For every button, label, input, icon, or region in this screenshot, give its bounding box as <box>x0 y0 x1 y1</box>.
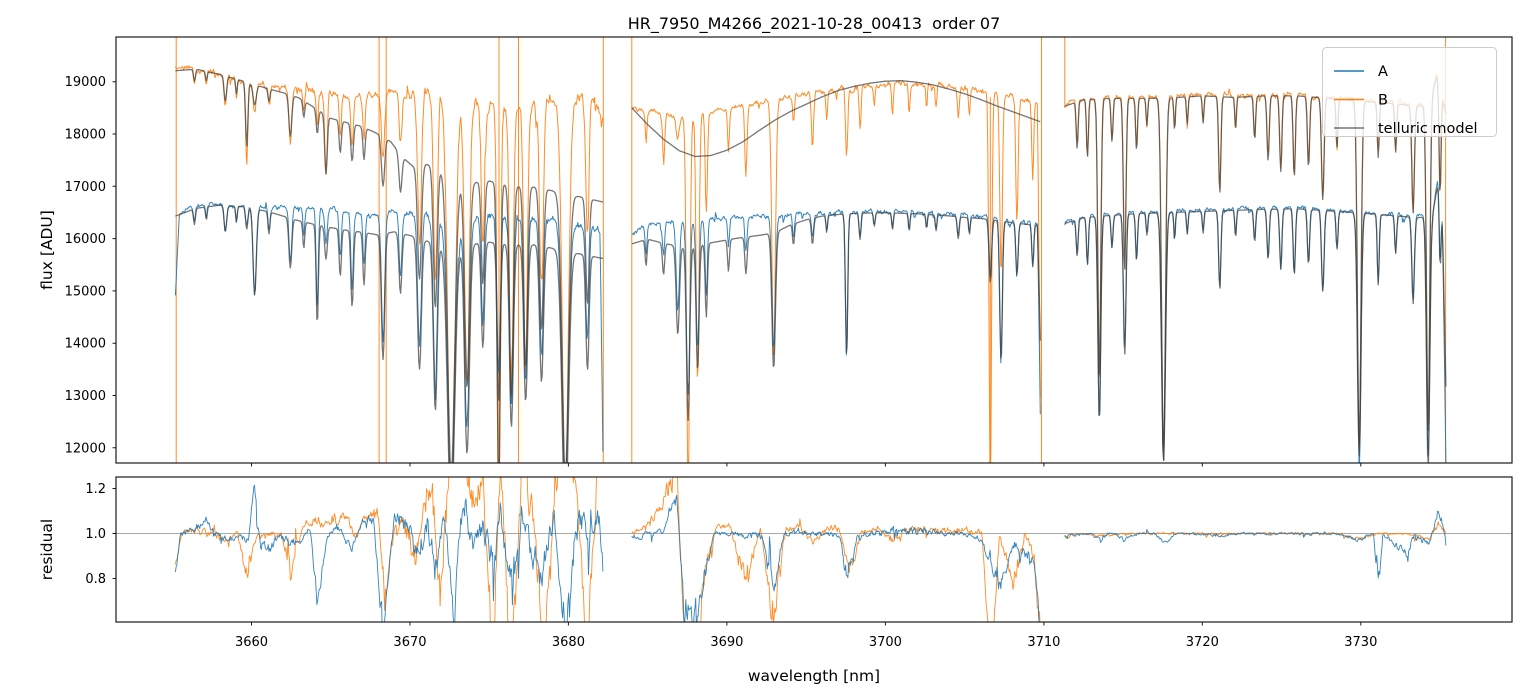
legend-label-B: B <box>1378 93 1388 109</box>
y-tick-label: 1.2 <box>85 482 106 497</box>
legend-box <box>1322 47 1497 137</box>
flux-panel-data <box>174 37 1447 463</box>
x-tick-label: 3700 <box>869 635 902 650</box>
y-tick-label: 19000 <box>65 75 106 90</box>
x-tick-label: 3660 <box>235 635 268 650</box>
plot-title: HR_7950_M4266_2021-10-28_00413 order 07 <box>628 14 1001 34</box>
x-tick-label: 3670 <box>393 635 426 650</box>
y-tick-label: 16000 <box>65 232 106 247</box>
x-tick-label: 3680 <box>552 635 585 650</box>
flux-axis-label: flux [ADU] <box>38 210 56 290</box>
x-tick-label: 3710 <box>1027 635 1060 650</box>
y-tick-label: 15000 <box>65 284 106 299</box>
flux-panel-frame: 12000 13000 14000 15000 16000 17000 18000 19000 <box>65 36 1513 467</box>
y-tick-label: 13000 <box>65 389 106 404</box>
y-tick-label: 1.0 <box>85 527 106 542</box>
y-tick-label: 18000 <box>65 128 106 143</box>
legend-label-A: A <box>1378 64 1388 80</box>
residual-panel-frame: 0.8 1.0 1.2 3660 3670 3680 3690 3700 3710 3720 373… <box>85 476 1513 650</box>
residual-panel-data <box>116 477 1512 622</box>
wavelength-axis-label: wavelength [nm] <box>748 667 880 685</box>
y-tick-label: 0.8 <box>85 572 106 587</box>
y-tick-label: 17000 <box>65 180 106 195</box>
x-tick-label: 3730 <box>1344 635 1377 650</box>
residual-axis-label: residual <box>38 519 56 580</box>
y-tick-label: 12000 <box>65 441 106 456</box>
x-tick-label: 3720 <box>1186 635 1219 650</box>
y-tick-label: 14000 <box>65 337 106 352</box>
legend: A B telluric model <box>1322 47 1497 137</box>
x-tick-label: 3690 <box>710 635 743 650</box>
legend-label-telluric-model: telluric model <box>1378 121 1478 137</box>
